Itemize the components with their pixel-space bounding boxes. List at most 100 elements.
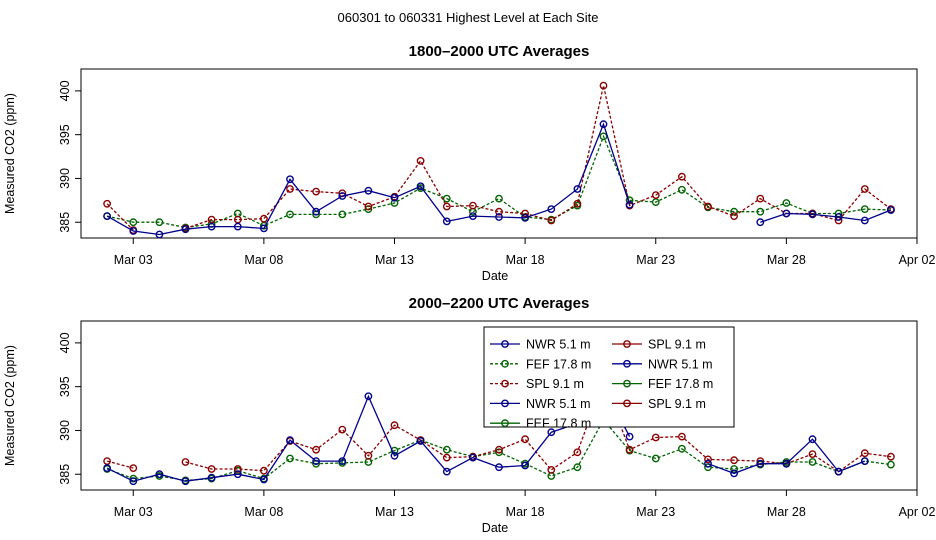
data-point-nwr	[155, 230, 164, 239]
data-point-nwr	[834, 467, 843, 476]
y-tick-label: 385	[58, 464, 72, 485]
legend-marker	[623, 399, 631, 408]
panel-2000-2200: 2000–2200 UTC Averages Mar 03 Mar 08 Mar 13…	[3, 295, 935, 535]
data-point-spl	[573, 448, 582, 457]
data-point-nwr	[259, 224, 268, 233]
y-tick-label: 395	[58, 376, 72, 397]
data-point-nwr	[625, 200, 634, 209]
data-point-spl	[259, 466, 268, 475]
data-point-spl	[730, 456, 738, 465]
legend-marker	[623, 340, 631, 348]
plot-frame	[80, 68, 918, 239]
data-point-fef	[678, 444, 686, 453]
plot-title: 2000–2200 UTC Averages	[409, 295, 590, 312]
data-point-spl	[312, 187, 320, 196]
x-tick-label: Mar 03	[114, 253, 153, 267]
data-point-nwr	[207, 473, 216, 482]
data-point-nwr	[808, 210, 817, 219]
figure-suptitle: 060301 to 060331 Highest Level at Each S…	[338, 10, 599, 25]
data-point-nwr	[286, 436, 294, 444]
plot-frame	[80, 320, 918, 491]
data-point-spl	[678, 432, 686, 441]
data-point-spl	[704, 202, 712, 211]
data-point-nwr	[312, 207, 320, 216]
data-point-nwr	[286, 175, 294, 184]
series-line-spl	[185, 378, 891, 473]
data-point-nwr	[704, 459, 712, 468]
x-tick-label: Mar 08	[244, 505, 283, 519]
x-tick-label: Mar 18	[506, 505, 545, 519]
x-tick-label: Mar 28	[767, 253, 806, 267]
data-point-nwr	[860, 457, 869, 465]
data-point-spl	[573, 199, 582, 208]
legend-marker	[501, 419, 509, 428]
legend-label: NWR 5.1 m	[648, 357, 713, 371]
data-point-spl	[547, 465, 556, 474]
data-point-nwr	[442, 467, 451, 476]
x-tick-label: Mar 23	[636, 505, 675, 519]
data-point-spl	[547, 216, 556, 225]
data-point-spl	[207, 465, 216, 473]
data-point-fef	[678, 185, 686, 194]
data-point-spl	[233, 465, 242, 473]
legend-marker	[501, 379, 509, 388]
data-point-fef	[782, 199, 791, 207]
data-point-fef	[887, 460, 895, 469]
data-point-nwr	[364, 392, 373, 401]
data-point-spl	[416, 156, 425, 165]
series-line-spl	[106, 460, 134, 469]
x-tick-label: Mar 08	[244, 253, 283, 267]
legend-label: SPL 9.1 m	[648, 397, 706, 411]
data-point-fef	[599, 132, 608, 141]
data-point-spl	[390, 421, 399, 430]
data-point-nwr	[155, 470, 164, 479]
data-point-nwr	[521, 213, 529, 222]
data-point-nwr	[756, 218, 765, 227]
series-line-nwr	[106, 385, 631, 482]
data-point-fef	[129, 218, 138, 227]
data-point-nwr	[207, 222, 216, 231]
data-point-spl	[364, 451, 373, 460]
data-point-spl	[495, 445, 503, 454]
data-point-nwr	[547, 205, 556, 214]
data-point-spl	[521, 209, 529, 218]
data-point-fef	[390, 446, 399, 455]
data-point-nwr	[495, 213, 503, 221]
data-point-nwr	[547, 428, 556, 437]
data-point-spl	[625, 445, 634, 454]
data-point-fef	[442, 194, 451, 203]
data-point-spl	[259, 214, 268, 223]
data-point-spl	[338, 425, 347, 434]
data-point-nwr	[573, 185, 582, 193]
data-point-spl	[468, 201, 477, 210]
data-point-nwr	[181, 225, 190, 234]
data-point-nwr	[599, 120, 608, 129]
data-point-nwr	[338, 457, 347, 465]
data-point-nwr	[103, 212, 112, 221]
data-point-fef	[730, 207, 738, 216]
x-tick-label: Mar 13	[375, 253, 414, 267]
series-line-nwr	[707, 438, 866, 475]
legend-label: NWR 5.1 m	[526, 397, 591, 411]
series-fef	[103, 132, 895, 232]
data-point-nwr	[468, 212, 477, 221]
data-point-spl	[704, 455, 712, 464]
y-axis-label: Measured CO2 (ppm)	[3, 93, 17, 214]
data-point-nwr	[808, 435, 817, 444]
data-point-spl	[651, 191, 660, 200]
data-point-fef	[442, 445, 451, 454]
data-point-spl	[442, 202, 451, 211]
data-point-nwr	[233, 470, 242, 479]
data-point-nwr	[364, 186, 373, 195]
data-point-fef	[808, 458, 817, 466]
data-point-fef	[730, 465, 738, 473]
data-point-fef	[338, 210, 347, 219]
data-point-nwr	[495, 463, 503, 472]
data-point-nwr	[756, 459, 765, 468]
legend-label: FEF 17.8 m	[526, 417, 591, 431]
data-point-fef	[651, 454, 660, 463]
data-point-nwr	[730, 469, 738, 478]
data-point-spl	[730, 212, 738, 221]
data-point-nwr	[782, 209, 791, 218]
data-point-nwr	[416, 437, 425, 445]
